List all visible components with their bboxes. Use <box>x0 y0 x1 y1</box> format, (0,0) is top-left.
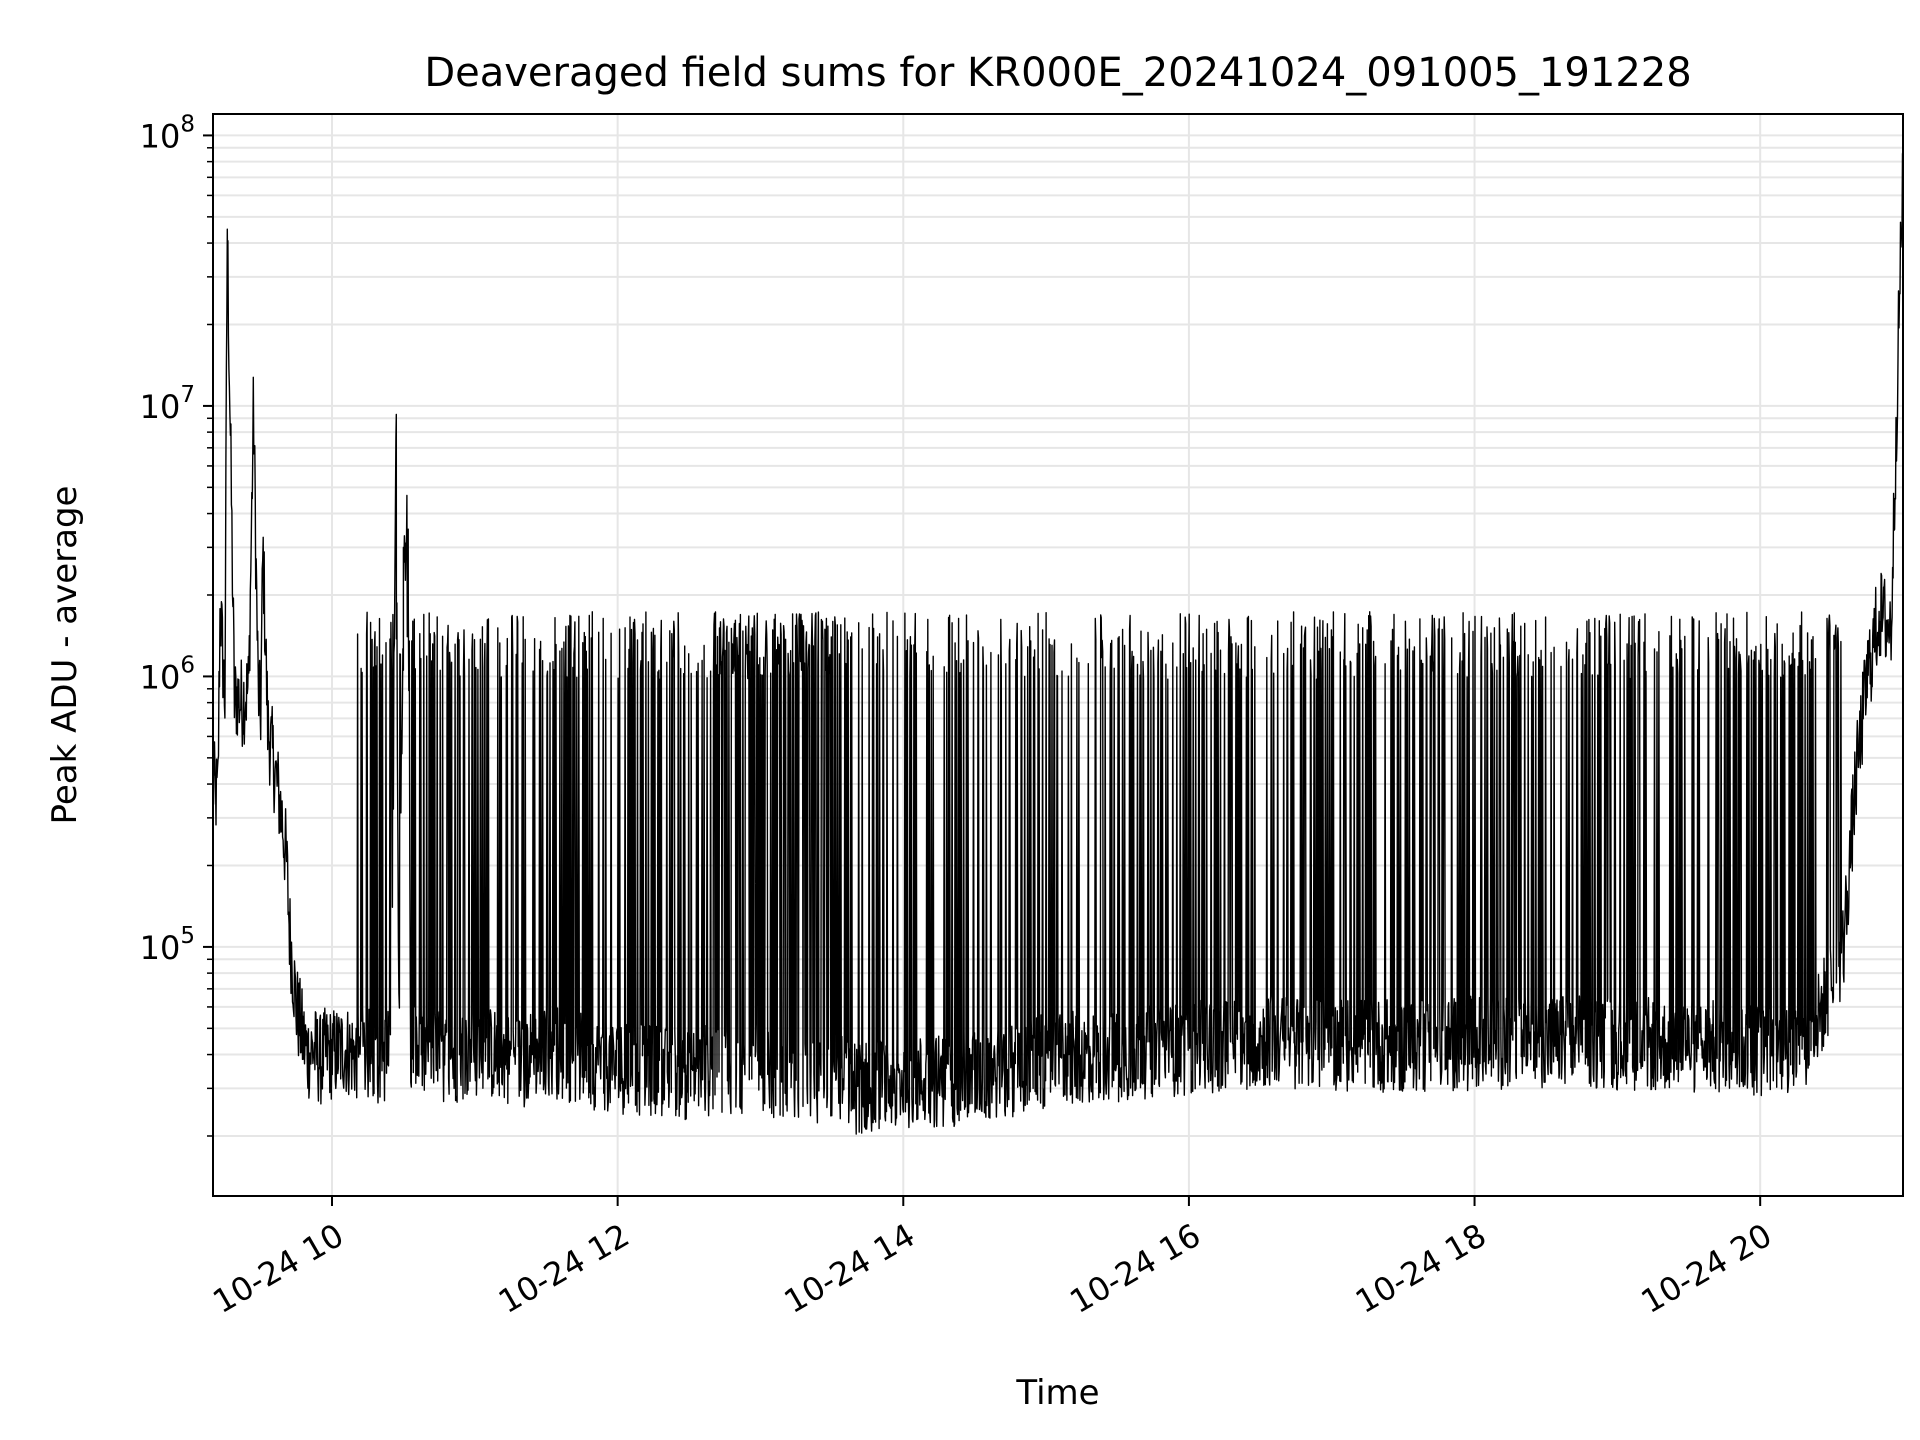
plot-frame <box>212 113 1904 1197</box>
x-tick-label: 10-24 12 <box>492 1216 636 1321</box>
y-tick-label: 108 <box>140 111 195 155</box>
x-tick-label: 10-24 18 <box>1349 1216 1493 1321</box>
chart-title: Deaveraged field sums for KR000E_2024102… <box>424 50 1691 96</box>
y-axis-label: Peak ADU - average <box>45 486 85 825</box>
x-axis-label: Time <box>1015 1373 1099 1413</box>
series-line <box>212 149 1904 1135</box>
x-tick-label: 10-24 20 <box>1635 1216 1779 1321</box>
y-tick-label: 107 <box>140 382 195 426</box>
x-tick-label: 10-24 14 <box>778 1216 922 1321</box>
series-line-group <box>212 149 1904 1135</box>
x-tick-label: 10-24 16 <box>1063 1216 1207 1321</box>
y-tick-label: 106 <box>140 652 195 696</box>
x-tick-label: 10-24 10 <box>206 1216 350 1321</box>
y-tick-label: 105 <box>140 923 195 967</box>
